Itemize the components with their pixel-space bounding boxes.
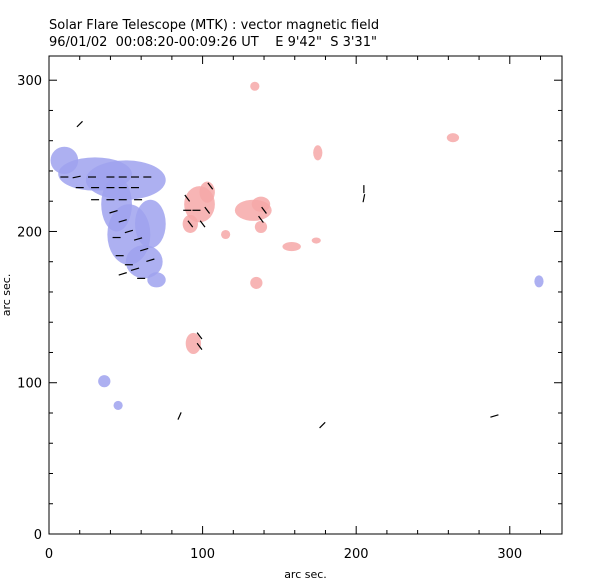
x-tick-label: 100 (190, 547, 215, 562)
y-axis-label: arc sec. (0, 274, 13, 317)
x-tick-label: 200 (344, 547, 369, 562)
field-vector-37 (261, 206, 267, 214)
field-vector-44 (490, 414, 499, 418)
field-vector-24 (118, 272, 127, 276)
negative-polarity-region-10 (534, 275, 544, 288)
positive-polarity-region-8 (250, 81, 260, 91)
field-vector-43 (319, 421, 326, 429)
field-vector-20 (133, 237, 143, 241)
x-tick-label: 0 (45, 547, 53, 562)
tick-layer: 0 100 200 300 0 100 200 300 (17, 56, 562, 562)
negative-polarity-region-8 (98, 375, 111, 388)
field-vector-19 (124, 229, 134, 234)
field-vector-39 (196, 342, 203, 350)
y-tick-label: 200 (17, 225, 42, 240)
y-tick-label: 100 (17, 377, 42, 392)
negative-polarity-region-6 (125, 245, 163, 279)
positive-polarity-region-12 (221, 229, 231, 240)
positive-polarity-region-5 (254, 220, 268, 233)
vector-layer (60, 120, 499, 429)
field-vector-41 (362, 194, 366, 203)
positive-polarity-region-9 (446, 133, 460, 143)
y-tick-label: 0 (34, 528, 42, 543)
negative-polarity-region-5 (135, 199, 166, 249)
positive-polarity-region-6 (282, 242, 301, 252)
field-vector-22 (146, 258, 155, 262)
positive-polarity-region-4 (251, 196, 271, 212)
positive-polarity-region-10 (250, 276, 263, 289)
plot-frame (48, 55, 563, 535)
field-vector-23 (130, 267, 140, 272)
field-vector-33 (187, 220, 194, 228)
positive-polarity-region-1 (199, 181, 215, 203)
positive-polarity-region-7 (313, 145, 323, 161)
field-vector-21 (140, 247, 149, 252)
field-vector-42 (177, 412, 182, 420)
positive-polarity-region-13 (311, 237, 321, 244)
negative-polarity-region-7 (147, 272, 166, 288)
positive-polarity-region-11 (185, 332, 202, 354)
field-vector-38 (196, 332, 203, 340)
field-vector-17 (109, 210, 118, 214)
field-vector-32 (204, 206, 211, 214)
polarity-layer (50, 81, 544, 410)
field-vector-29 (184, 194, 191, 202)
field-vector-0 (76, 120, 83, 128)
field-vector-18 (118, 219, 127, 223)
y-tick-label: 300 (17, 74, 42, 89)
negative-polarity-region-9 (113, 400, 123, 410)
x-tick-label: 300 (497, 547, 522, 562)
chart-subtitle: 96/01/02 00:08:20-00:09:26 UT E 9'42" S … (49, 35, 377, 50)
field-vector-36 (258, 215, 264, 223)
chart-title: Solar Flare Telescope (MTK) : vector mag… (49, 18, 380, 33)
x-axis-label: arc sec. (284, 568, 327, 581)
field-vector-34 (199, 220, 206, 228)
field-vector-2 (72, 175, 81, 179)
field-vector-35 (207, 182, 214, 190)
